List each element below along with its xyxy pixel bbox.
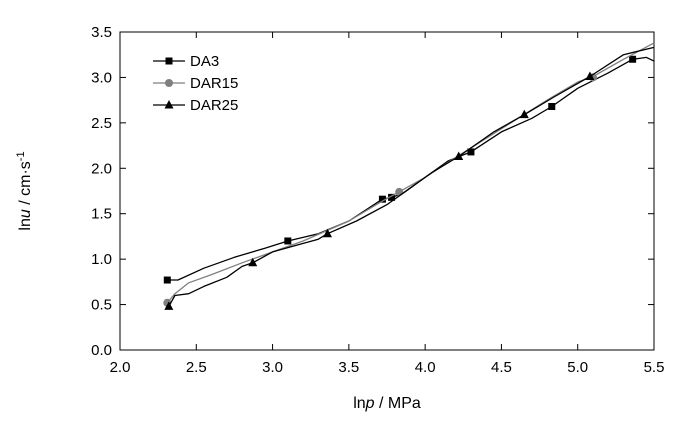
y-tick-label: 0.0 [91, 342, 112, 359]
x-tick-label: 5.5 [644, 359, 665, 376]
point-dar25 [519, 109, 529, 119]
point-da3 [388, 193, 396, 201]
x-tick-label: 3.5 [338, 359, 359, 376]
y-tick-label: 2.0 [91, 160, 112, 177]
point-da3 [378, 195, 386, 203]
legend-item-dar15: DAR15 [153, 75, 238, 92]
point-dar25 [585, 71, 595, 81]
y-tick-label: 2.5 [91, 115, 112, 132]
point-da3 [467, 148, 475, 156]
legend-marker-circle [165, 79, 173, 87]
point-da3 [548, 103, 556, 111]
y-tick-label: 3.0 [91, 69, 112, 86]
y-tick-label: 1.5 [91, 206, 112, 223]
legend-item-da3: DA3 [153, 53, 219, 70]
legend-item-dar25: DAR25 [153, 97, 238, 114]
legend-marker-square [165, 57, 173, 65]
legend-label-da3: DA3 [190, 53, 219, 70]
series-line-dar25 [168, 46, 655, 307]
x-tick-label: 4.5 [491, 359, 512, 376]
x-tick-label: 4.0 [415, 359, 436, 376]
point-dar25 [248, 257, 258, 267]
point-da3 [284, 237, 292, 245]
legend-label-dar15: DAR15 [190, 75, 238, 92]
series-layer [163, 42, 655, 310]
x-tick-label: 5.0 [567, 359, 588, 376]
point-dar25 [322, 228, 332, 238]
x-axis: 2.0 2.5 3.0 3.5 4.0 4.5 5.0 5.5 [110, 32, 665, 376]
plot-area [119, 31, 655, 351]
legend-marker-triangle [164, 100, 174, 109]
y-tick-label: 3.5 [91, 24, 112, 41]
legend-label-dar25: DAR25 [190, 97, 238, 114]
y-axis-title: lnu / cm·s-1 [15, 151, 34, 230]
point-da3 [163, 276, 171, 284]
point-dar25 [454, 151, 464, 160]
point-da3 [629, 55, 637, 63]
x-axis-title: lnp / MPa [353, 395, 421, 412]
legend: DA3 DAR15 DAR25 [153, 53, 238, 114]
y-tick-label: 1.0 [91, 251, 112, 268]
x-tick-label: 2.0 [110, 359, 131, 376]
y-tick-label: 0.5 [91, 297, 112, 314]
y-axis: 0.0 0.5 1.0 1.5 2.0 2.5 3.0 3.5 [91, 24, 654, 359]
point-dar25 [164, 301, 174, 310]
x-tick-label: 3.0 [262, 359, 283, 376]
x-tick-label: 2.5 [186, 359, 207, 376]
